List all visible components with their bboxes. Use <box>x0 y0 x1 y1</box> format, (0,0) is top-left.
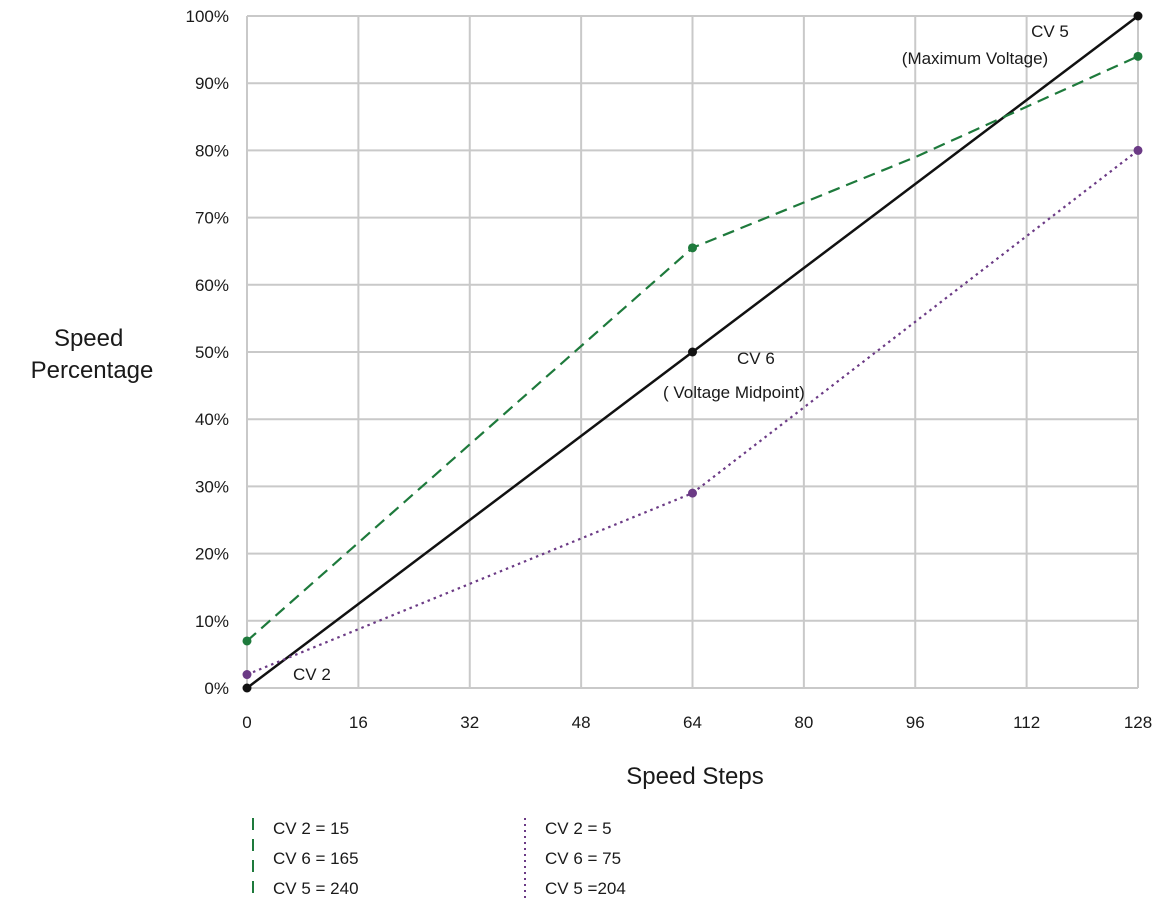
y-tick-label: 50% <box>195 343 229 362</box>
x-tick-label: 80 <box>794 713 813 732</box>
annotation-label: CV 5 <box>1031 22 1069 41</box>
annotations: CV 5 (Maximum Voltage) CV 6 ( Voltage Midpo… <box>293 22 1069 684</box>
x-axis-title: Speed Steps <box>626 763 763 790</box>
x-tick-label: 96 <box>906 713 925 732</box>
y-axis-title-line-1: Speed <box>54 325 123 352</box>
grid-lines <box>246 15 1139 689</box>
annotation-label: CV 6 <box>737 349 775 368</box>
legend-entry: CV 2 = 15 <box>273 819 349 838</box>
legend: CV 2 = 15 CV 6 = 165 CV 5 = 240 CV 2 = 5 CV … <box>252 818 626 900</box>
series-lines <box>242 11 1143 693</box>
y-tick-label: 70% <box>195 209 229 228</box>
data-point-dashed <box>688 243 697 253</box>
annotation-label: ( Voltage Midpoint) <box>663 383 805 402</box>
annotation-label: CV 2 <box>293 665 331 684</box>
data-point-dotted <box>1133 145 1143 155</box>
y-tick-label: 30% <box>195 477 229 496</box>
legend-entry: CV 6 = 75 <box>545 849 621 868</box>
x-tick-label: 128 <box>1124 713 1152 732</box>
y-tick-label: 80% <box>195 141 229 160</box>
legend-entry: CV 6 = 165 <box>273 849 359 868</box>
data-point-solid <box>688 347 697 357</box>
x-tick-label: 16 <box>349 713 368 732</box>
x-tick-label: 48 <box>572 713 591 732</box>
legend-entry: CV 5 = 240 <box>273 879 359 898</box>
y-tick-label: 20% <box>195 545 229 564</box>
annotation-label: (Maximum Voltage) <box>902 49 1048 68</box>
y-axis-ticks: 0% 10% 20% 30% 40% 50% 60% 70% 80% 90% 100% <box>186 7 229 698</box>
data-point-solid <box>242 683 252 693</box>
x-axis-ticks: 0 16 32 48 64 80 96 112 128 <box>242 713 1152 732</box>
y-axis-title: Speed Percentage <box>31 325 154 384</box>
data-point-dotted <box>242 670 252 680</box>
y-tick-label: 90% <box>195 74 229 93</box>
x-tick-label: 112 <box>1013 713 1040 732</box>
data-point-dashed <box>1133 51 1143 61</box>
data-point-dotted <box>688 488 697 498</box>
y-axis-title-line-2: Percentage <box>31 357 154 384</box>
y-tick-label: 40% <box>195 410 229 429</box>
series-line-dashed <box>246 55 1139 642</box>
data-point-solid <box>1133 11 1143 21</box>
legend-entry: CV 2 = 5 <box>545 819 612 838</box>
x-tick-label: 32 <box>460 713 479 732</box>
data-point-dashed <box>242 636 252 646</box>
legend-entry: CV 5 =204 <box>545 879 626 898</box>
y-tick-label: 60% <box>195 276 229 295</box>
y-tick-label: 10% <box>195 612 229 631</box>
x-tick-label: 64 <box>683 713 702 732</box>
y-tick-label: 100% <box>186 7 229 26</box>
y-tick-label: 0% <box>204 679 229 698</box>
x-tick-label: 0 <box>242 713 251 732</box>
